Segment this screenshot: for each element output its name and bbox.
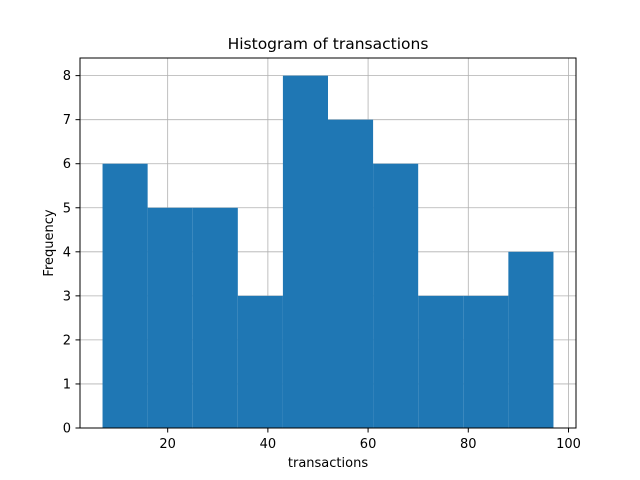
y-tick-label: 5 xyxy=(63,201,71,216)
x-tick-label: 40 xyxy=(260,437,277,452)
x-axis-label: transactions xyxy=(288,456,368,471)
y-tick-label: 0 xyxy=(63,422,71,437)
x-tick-label: 80 xyxy=(460,437,477,452)
x-tick-label: 100 xyxy=(556,437,581,452)
x-tick-label: 60 xyxy=(360,437,377,452)
plot-frame xyxy=(79,57,577,429)
histogram-bar xyxy=(237,295,283,428)
histogram-bar xyxy=(508,251,554,428)
y-axis-label: Frequency xyxy=(42,209,57,276)
y-tick-label: 3 xyxy=(63,289,71,304)
x-tick-label: 20 xyxy=(159,437,176,452)
histogram-bar xyxy=(282,75,328,428)
histogram-bar xyxy=(373,163,419,428)
axis-ticks: 20 40 60 80 100 0 1 2 3 4 5 6 7 8 xyxy=(63,69,581,452)
y-tick-label: 1 xyxy=(63,377,71,392)
histogram-bar xyxy=(147,207,193,428)
y-tick-label: 8 xyxy=(63,69,71,84)
y-tick-label: 2 xyxy=(63,333,71,348)
y-tick-label: 7 xyxy=(63,113,71,128)
histogram-bar xyxy=(418,295,464,428)
chart-title: Histogram of transactions xyxy=(228,35,429,53)
histogram-bars xyxy=(102,75,554,429)
y-tick-label: 4 xyxy=(63,245,71,260)
histogram-bar xyxy=(102,163,148,428)
histogram-bar xyxy=(328,119,374,429)
y-tick-label: 6 xyxy=(63,157,71,172)
histogram-bar xyxy=(192,207,238,428)
histogram-bar xyxy=(463,295,509,428)
